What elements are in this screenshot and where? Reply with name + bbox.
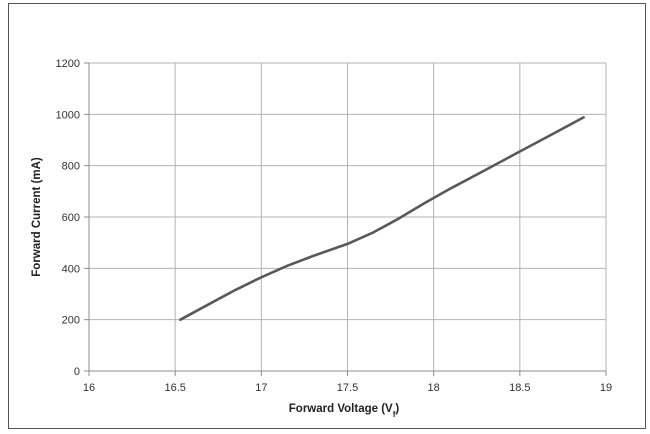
axis-layer xyxy=(84,62,607,376)
x-axis-title: Forward Voltage (Vf) xyxy=(289,403,400,419)
x-tick-label-5: 18.5 xyxy=(509,382,530,394)
series-line-0 xyxy=(179,116,585,322)
y-tick-label-3: 600 xyxy=(62,212,80,224)
chart-frame: 0 200 400 600 800 1000 1200 16 16.5 17 17.5 18 18.5 1… xyxy=(8,3,646,429)
x-tick-label-4: 18 xyxy=(428,382,440,394)
y-axis-title: Forward Current (mA) xyxy=(31,157,43,277)
y-tick-label-6: 1200 xyxy=(56,58,80,70)
x-tick-label-1: 16.5 xyxy=(164,382,185,394)
y-tick-label-4: 800 xyxy=(62,161,80,173)
grid-layer xyxy=(89,62,607,371)
x-axis-title-main: Forward Voltage (V xyxy=(289,403,393,415)
x-tick-label-3: 17.5 xyxy=(337,382,358,394)
x-axis-title-subscript: f xyxy=(393,410,396,419)
x-tick-label-2: 17 xyxy=(255,382,267,394)
y-tick-label-5: 1000 xyxy=(56,109,80,121)
tick-labels: 0 200 400 600 800 1000 1200 16 16.5 17 17.5 18 18.5 1… xyxy=(56,58,613,394)
y-tick-label-0: 0 xyxy=(74,366,80,378)
x-tick-label-6: 19 xyxy=(600,382,612,394)
chart-svg: 0 200 400 600 800 1000 1200 16 16.5 17 17.5 18 18.5 1… xyxy=(31,58,613,419)
series-layer xyxy=(179,116,585,322)
x-tick-label-0: 16 xyxy=(83,382,95,394)
y-tick-label-1: 200 xyxy=(62,315,80,327)
y-tick-label-2: 400 xyxy=(62,263,80,275)
x-axis-title-close: ) xyxy=(395,403,399,415)
